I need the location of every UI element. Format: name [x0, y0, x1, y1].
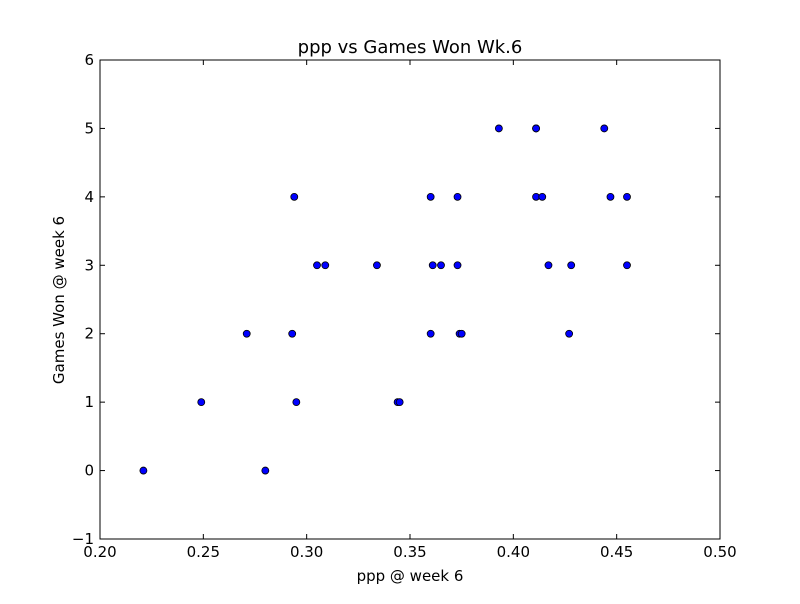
plot-area — [99, 59, 721, 540]
data-point — [453, 192, 462, 201]
data-point — [426, 329, 435, 338]
data-point — [321, 261, 330, 270]
y-tick-label: 5 — [84, 119, 94, 137]
data-point — [600, 124, 609, 133]
x-tick-label: 0.35 — [393, 543, 426, 561]
x-tick-label: 0.50 — [703, 543, 736, 561]
y-tick-label: 3 — [84, 256, 94, 274]
x-tick-label: 0.25 — [187, 543, 220, 561]
data-point — [457, 329, 466, 338]
data-point — [623, 192, 631, 201]
y-tick-label: 2 — [84, 325, 94, 343]
data-point — [453, 261, 462, 270]
data-point — [565, 329, 574, 338]
y-tick-label: 4 — [84, 188, 94, 206]
x-tick-label: 0.45 — [600, 543, 633, 561]
y-axis: −1 0 1 2 3 4 5 6 — [72, 51, 720, 548]
y-axis-label: Games Won @ week 6 — [50, 216, 68, 384]
data-point — [567, 261, 576, 270]
chart-title: ppp vs Games Won Wk.6 — [298, 37, 523, 58]
data-point — [623, 261, 631, 270]
data-point — [532, 124, 540, 133]
data-point — [261, 466, 270, 475]
data-points — [139, 124, 631, 475]
data-point — [606, 192, 615, 201]
y-tick-label: 1 — [84, 393, 94, 411]
data-point — [139, 466, 148, 475]
data-point — [288, 329, 297, 338]
y-tick-label: 6 — [84, 51, 94, 69]
data-point — [395, 398, 404, 407]
data-point — [292, 398, 301, 407]
data-point — [373, 261, 381, 270]
data-point — [494, 124, 503, 133]
data-point — [426, 192, 435, 201]
data-point — [242, 329, 251, 338]
data-point — [313, 261, 321, 270]
data-point — [544, 261, 553, 270]
data-point — [437, 261, 445, 270]
x-tick-label: 0.20 — [83, 543, 116, 561]
y-tick-label: −1 — [72, 530, 94, 548]
data-point — [290, 192, 299, 201]
data-point — [538, 192, 547, 201]
data-point — [428, 261, 437, 270]
x-axis: 0.20 0.25 0.30 0.35 0.40 0.45 0.50 — [83, 60, 737, 561]
x-tick-label: 0.30 — [290, 543, 323, 561]
x-tick-label: 0.40 — [497, 543, 530, 561]
y-tick-label: 0 — [84, 462, 94, 480]
data-point — [197, 398, 206, 407]
x-axis-label: ppp @ week 6 — [357, 567, 464, 585]
